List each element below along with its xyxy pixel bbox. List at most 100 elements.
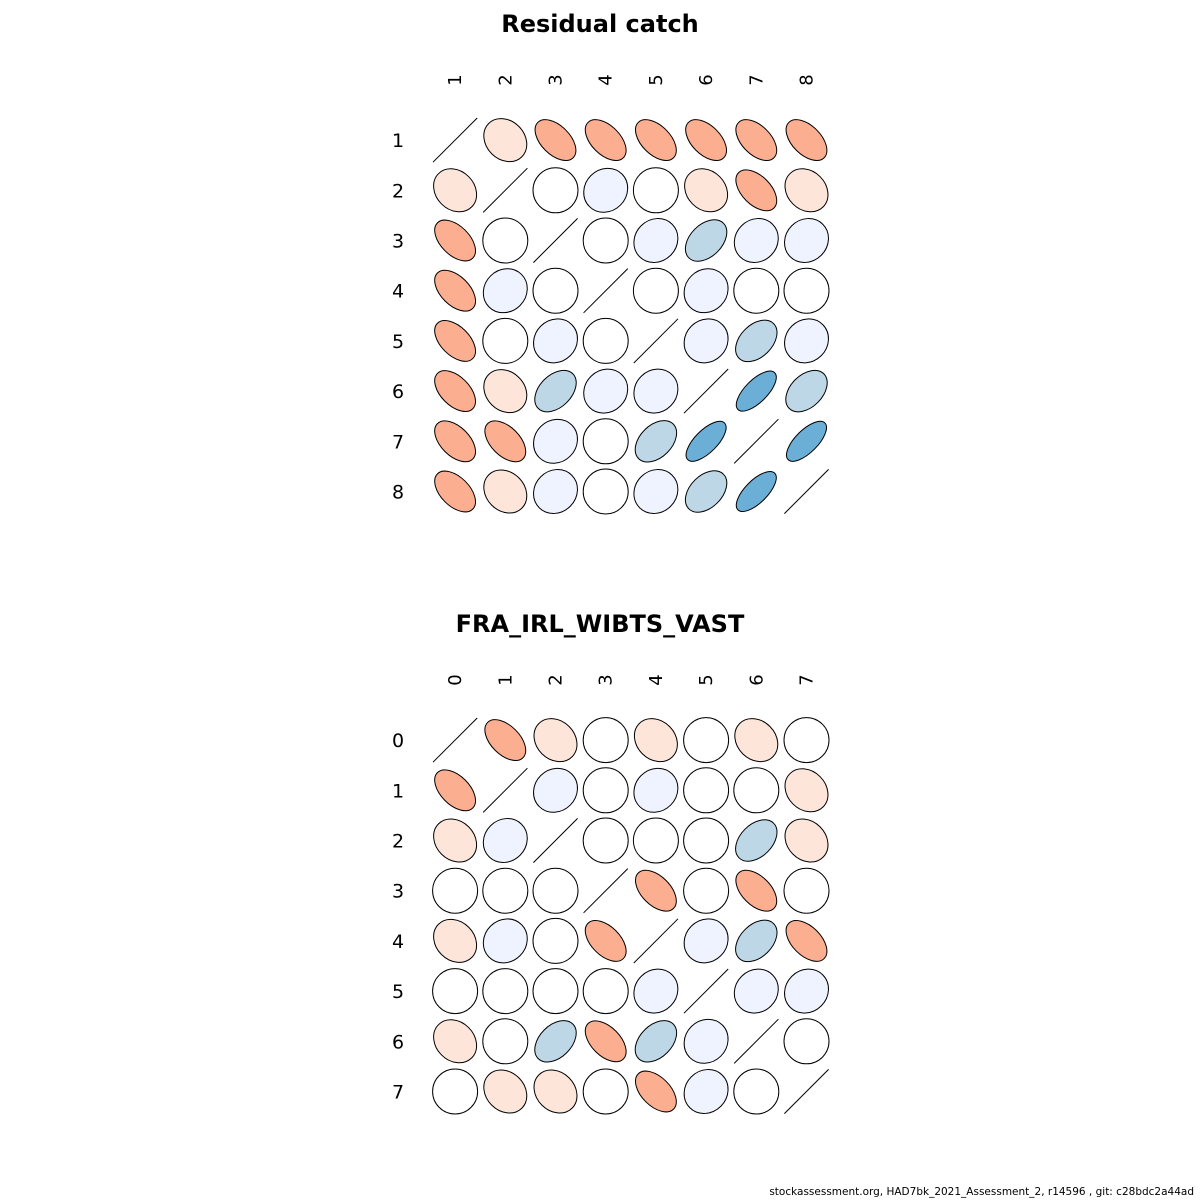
correlation-ellipse xyxy=(432,968,479,1015)
diagonal-mark xyxy=(482,767,528,813)
correlation-ellipse xyxy=(482,968,529,1015)
correlation-ellipse xyxy=(683,817,730,864)
row-label: 2 xyxy=(392,180,404,202)
row-label: 5 xyxy=(392,981,404,1003)
correlation-ellipse xyxy=(632,817,679,864)
correlation-ellipse xyxy=(733,1068,780,1115)
correlation-ellipse xyxy=(783,867,830,914)
column-label: 1 xyxy=(495,674,516,685)
correlation-ellipse xyxy=(484,420,527,463)
correlation-ellipse xyxy=(785,119,828,161)
correlation-ellipse xyxy=(434,269,476,312)
correlation-ellipse xyxy=(483,369,528,414)
correlation-ellipse xyxy=(785,920,828,962)
correlation-ellipse xyxy=(483,1069,528,1114)
row-label: 1 xyxy=(392,130,404,152)
correlation-ellipse xyxy=(532,968,579,1015)
correlation-ellipse xyxy=(583,167,629,213)
correlation-ellipse xyxy=(533,469,578,514)
row-label: 6 xyxy=(392,1031,404,1053)
column-label: 7 xyxy=(797,674,818,685)
column-label: 1 xyxy=(445,74,466,85)
correlation-ellipse xyxy=(582,317,629,364)
correlation-ellipse xyxy=(433,818,478,863)
correlation-ellipse xyxy=(635,1070,677,1113)
correlation-ellipse xyxy=(683,767,730,814)
correlation-ellipse xyxy=(483,469,528,514)
correlation-ellipse xyxy=(684,168,729,213)
correlation-ellipse xyxy=(635,119,677,161)
row-label: 1 xyxy=(392,780,404,802)
correlation-ellipse xyxy=(634,1020,678,1063)
correlation-ellipse xyxy=(432,1068,479,1115)
correlation-ellipse xyxy=(533,418,578,464)
correlation-ellipse xyxy=(482,818,528,863)
correlation-ellipse xyxy=(632,167,679,214)
correlation-ellipse xyxy=(784,218,829,263)
diagonal-mark xyxy=(583,868,629,914)
correlation-ellipse xyxy=(735,869,778,912)
diagonal-mark xyxy=(633,918,679,964)
row-label: 5 xyxy=(392,331,404,353)
diagonal-mark xyxy=(683,368,729,414)
correlation-matrix-survey: 0 1 2 3 4 5 6 7 0 1 2 3 4 5 6 7 xyxy=(392,674,830,1115)
correlation-ellipse xyxy=(683,918,729,964)
correlation-ellipse xyxy=(783,267,830,314)
correlation-ellipse xyxy=(632,267,679,314)
chart-title: Residual catch xyxy=(501,10,699,38)
correlation-ellipse xyxy=(434,370,476,412)
correlation-ellipse xyxy=(534,1020,577,1063)
correlation-ellipse xyxy=(684,470,728,513)
column-label: 2 xyxy=(495,74,516,85)
correlation-ellipse xyxy=(784,768,829,813)
diagonal-mark xyxy=(733,1018,779,1064)
column-label: 2 xyxy=(546,674,567,685)
correlation-ellipse xyxy=(482,217,529,264)
correlation-ellipse xyxy=(733,968,779,1014)
correlation-matrix-residual-catch: 1 2 3 4 5 6 7 8 1 2 3 4 5 6 7 8 xyxy=(392,74,830,515)
diagonal-mark xyxy=(482,167,528,213)
correlation-ellipse xyxy=(786,420,827,462)
correlation-ellipse xyxy=(683,268,729,314)
correlation-ellipse xyxy=(533,1069,578,1114)
correlation-ellipse xyxy=(735,319,778,363)
correlation-ellipse xyxy=(733,267,780,314)
column-label: 5 xyxy=(646,74,667,85)
column-label: 8 xyxy=(797,74,818,85)
correlation-ellipse xyxy=(783,717,830,764)
correlation-ellipse xyxy=(784,818,829,863)
correlation-ellipse xyxy=(633,718,678,763)
correlation-ellipse xyxy=(532,867,579,914)
correlation-ellipse xyxy=(633,767,679,813)
correlation-ellipse xyxy=(784,968,829,1014)
correlation-ellipse xyxy=(533,718,578,763)
correlation-ellipse xyxy=(482,268,528,314)
correlation-ellipse xyxy=(582,817,629,864)
correlation-ellipse xyxy=(784,318,829,364)
correlation-ellipse xyxy=(482,317,529,364)
correlation-ellipse xyxy=(634,420,678,463)
correlation-ellipse xyxy=(434,470,476,513)
diagonal-mark xyxy=(583,268,629,314)
row-label: 7 xyxy=(392,431,404,453)
correlation-ellipse xyxy=(733,767,780,814)
correlation-ellipse xyxy=(683,717,730,764)
correlation-ellipse xyxy=(734,718,779,763)
diagonal-mark xyxy=(683,968,729,1014)
diagonal-mark xyxy=(784,1069,829,1114)
correlation-ellipse xyxy=(735,169,778,212)
correlation-ellipse xyxy=(735,819,778,862)
correlation-ellipse xyxy=(582,418,629,465)
correlation-ellipse xyxy=(785,369,828,413)
correlation-ellipse xyxy=(434,219,476,262)
correlation-ellipse xyxy=(582,468,629,515)
row-label: 2 xyxy=(392,831,404,853)
diagonal-mark xyxy=(432,717,478,763)
correlation-ellipse xyxy=(532,167,579,214)
correlation-ellipse xyxy=(534,119,577,161)
row-label: 7 xyxy=(392,1082,404,1104)
correlation-ellipse xyxy=(434,769,476,812)
row-label: 4 xyxy=(392,931,404,953)
correlation-ellipse xyxy=(784,168,829,213)
diagonal-mark xyxy=(533,818,578,863)
